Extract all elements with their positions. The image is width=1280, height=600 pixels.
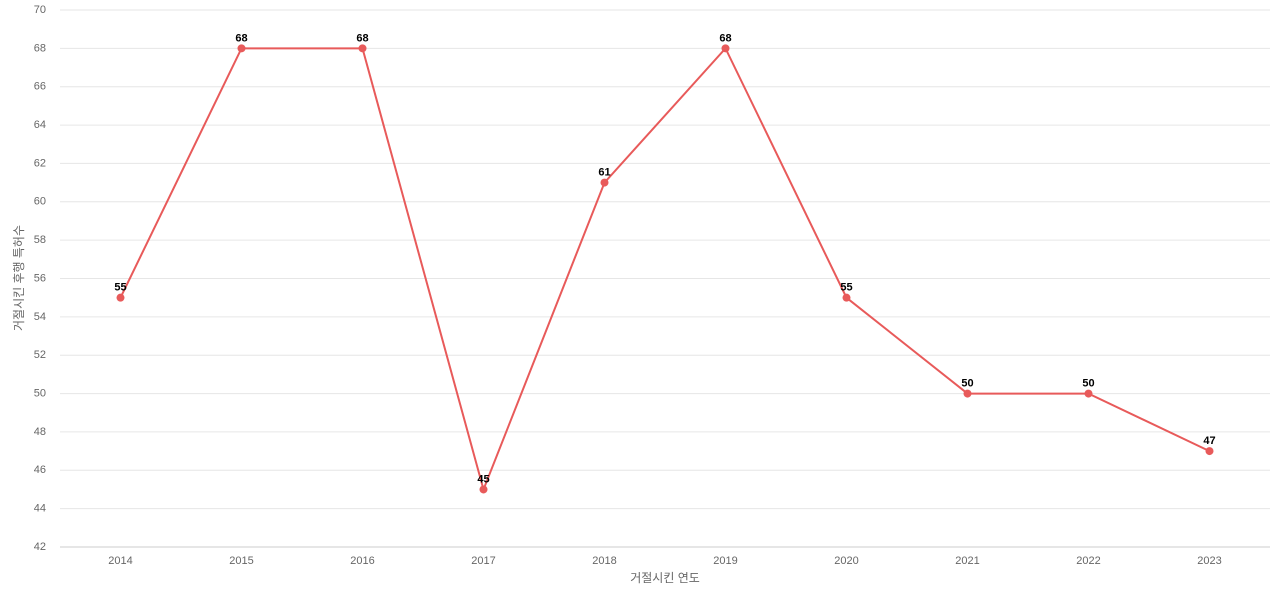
value-label: 45 <box>477 473 489 485</box>
y-tick-label: 64 <box>34 119 46 131</box>
value-label: 55 <box>114 282 126 294</box>
point <box>116 293 125 302</box>
y-tick-label: 68 <box>34 42 46 54</box>
x-tick-label: 2017 <box>471 555 495 567</box>
y-tick-label: 46 <box>34 464 46 476</box>
point <box>479 485 488 494</box>
value-label: 47 <box>1203 435 1215 447</box>
y-tick-label: 66 <box>34 81 46 93</box>
value-label: 68 <box>235 32 247 44</box>
y-tick-label: 52 <box>34 349 46 361</box>
x-tick-label: 2021 <box>955 555 979 567</box>
y-tick-label: 50 <box>34 387 46 399</box>
y-tick-label: 58 <box>34 234 46 246</box>
value-label: 50 <box>1082 377 1094 389</box>
point <box>1205 447 1214 456</box>
x-tick-label: 2018 <box>592 555 616 567</box>
line <box>119 46 1210 493</box>
x-tick-label: 2019 <box>713 555 737 567</box>
x-tick-label: 2016 <box>350 555 374 567</box>
x-tick-label: 2022 <box>1076 555 1100 567</box>
point <box>963 389 972 398</box>
y-tick-label: 44 <box>34 503 46 515</box>
point <box>721 44 730 53</box>
point <box>237 44 246 53</box>
value-label: 61 <box>598 167 610 179</box>
value-label: 68 <box>719 32 731 44</box>
y-tick-label: 62 <box>34 157 46 169</box>
y-tick-label: 54 <box>34 311 46 323</box>
x-axis-label: 거절시킨 연도 <box>630 571 700 585</box>
x-tick-label: 2020 <box>834 555 858 567</box>
y-axis-label: 거절시킨 후행 특허수 <box>11 225 26 331</box>
value-label: 55 <box>840 282 852 294</box>
point <box>600 178 609 187</box>
y-tick-label: 56 <box>34 272 46 284</box>
x-tick-label: 2015 <box>229 555 253 567</box>
y-tick-label: 48 <box>34 426 46 438</box>
value-label: 68 <box>356 32 368 44</box>
point <box>842 293 851 302</box>
point <box>358 44 367 53</box>
y-tick-label: 60 <box>34 196 46 208</box>
point <box>1084 389 1093 398</box>
x-tick-label: 2014 <box>108 555 132 567</box>
value-label: 50 <box>961 377 973 389</box>
x-tick-label: 2023 <box>1197 555 1221 567</box>
y-tick-label: 42 <box>34 541 46 553</box>
y-tick-label: 70 <box>34 4 46 16</box>
